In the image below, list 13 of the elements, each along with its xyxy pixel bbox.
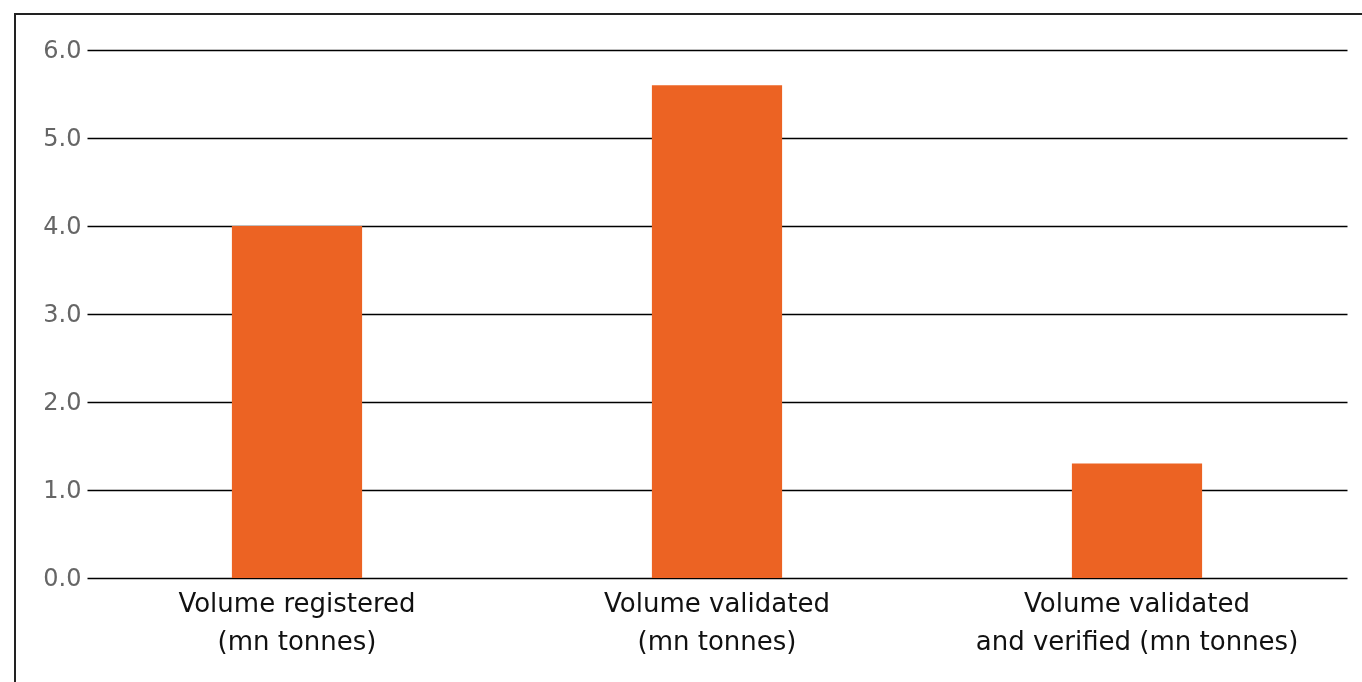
x-tick-label: Volume registered (mn tonnes)	[178, 587, 416, 656]
y-tick-label: 4.0	[43, 211, 82, 240]
y-tick-label: 0.0	[43, 563, 82, 592]
bar	[1071, 463, 1203, 578]
x-tick-label: Volume validated (mn tonnes)	[604, 587, 830, 656]
y-tick-label: 2.0	[43, 387, 82, 416]
y-tick-label: 5.0	[43, 123, 82, 152]
y-tick-label: 3.0	[43, 299, 82, 328]
bar	[231, 226, 363, 578]
y-tick-label: 1.0	[43, 475, 82, 504]
x-tick-label: Volume validated and verified (mn tonnes)	[975, 587, 1299, 656]
y-tick-label: 6.0	[43, 35, 82, 64]
bar	[651, 85, 783, 578]
